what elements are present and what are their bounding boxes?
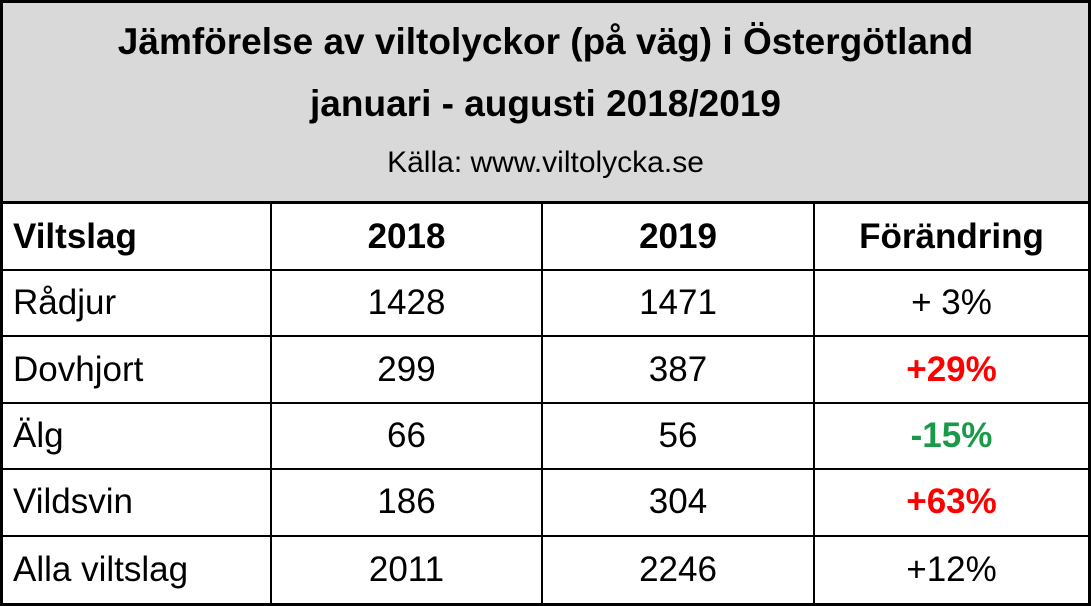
table-cell: 56 [543, 403, 815, 471]
table-cell: + 3% [815, 271, 1088, 338]
table-cell: 66 [272, 403, 543, 471]
table-cell: 387 [543, 337, 815, 404]
table-cell: 1471 [543, 271, 815, 338]
table-cell: +63% [815, 470, 1088, 537]
table-cell: +12% [906, 549, 997, 589]
table-cell: Alla viltslag [3, 536, 272, 603]
table-cell: 1428 [272, 271, 543, 338]
title: Jämförelse av viltolyckor (på väg) i Öst… [117, 21, 974, 62]
table-cell: Rådjur [3, 271, 272, 338]
title-area: Jämförelse av viltolyckor (på väg) i Öst… [3, 3, 1088, 204]
column-header: 2018 [272, 204, 543, 271]
table-cell: 2011 [272, 536, 543, 603]
source: Källa: www.viltolycka.se [387, 146, 704, 179]
column-header: Förändring [815, 204, 1088, 271]
table-cell: 186 [272, 470, 543, 537]
table-cell: Älg [3, 403, 272, 471]
table-cell: 304 [543, 470, 815, 537]
column-header: Viltslag [3, 204, 272, 271]
column-header: 2019 [543, 204, 815, 271]
table-cell: Dovhjort [3, 337, 272, 404]
table-cell: +29% [815, 337, 1088, 404]
subtitle: januari - augusti 2018/2019 [310, 83, 781, 124]
table-cell: -15% [815, 404, 1088, 471]
table-cell: 299 [272, 337, 543, 404]
table-cell: 2246 [543, 536, 815, 603]
table-cell: Vildsvin [3, 470, 272, 537]
